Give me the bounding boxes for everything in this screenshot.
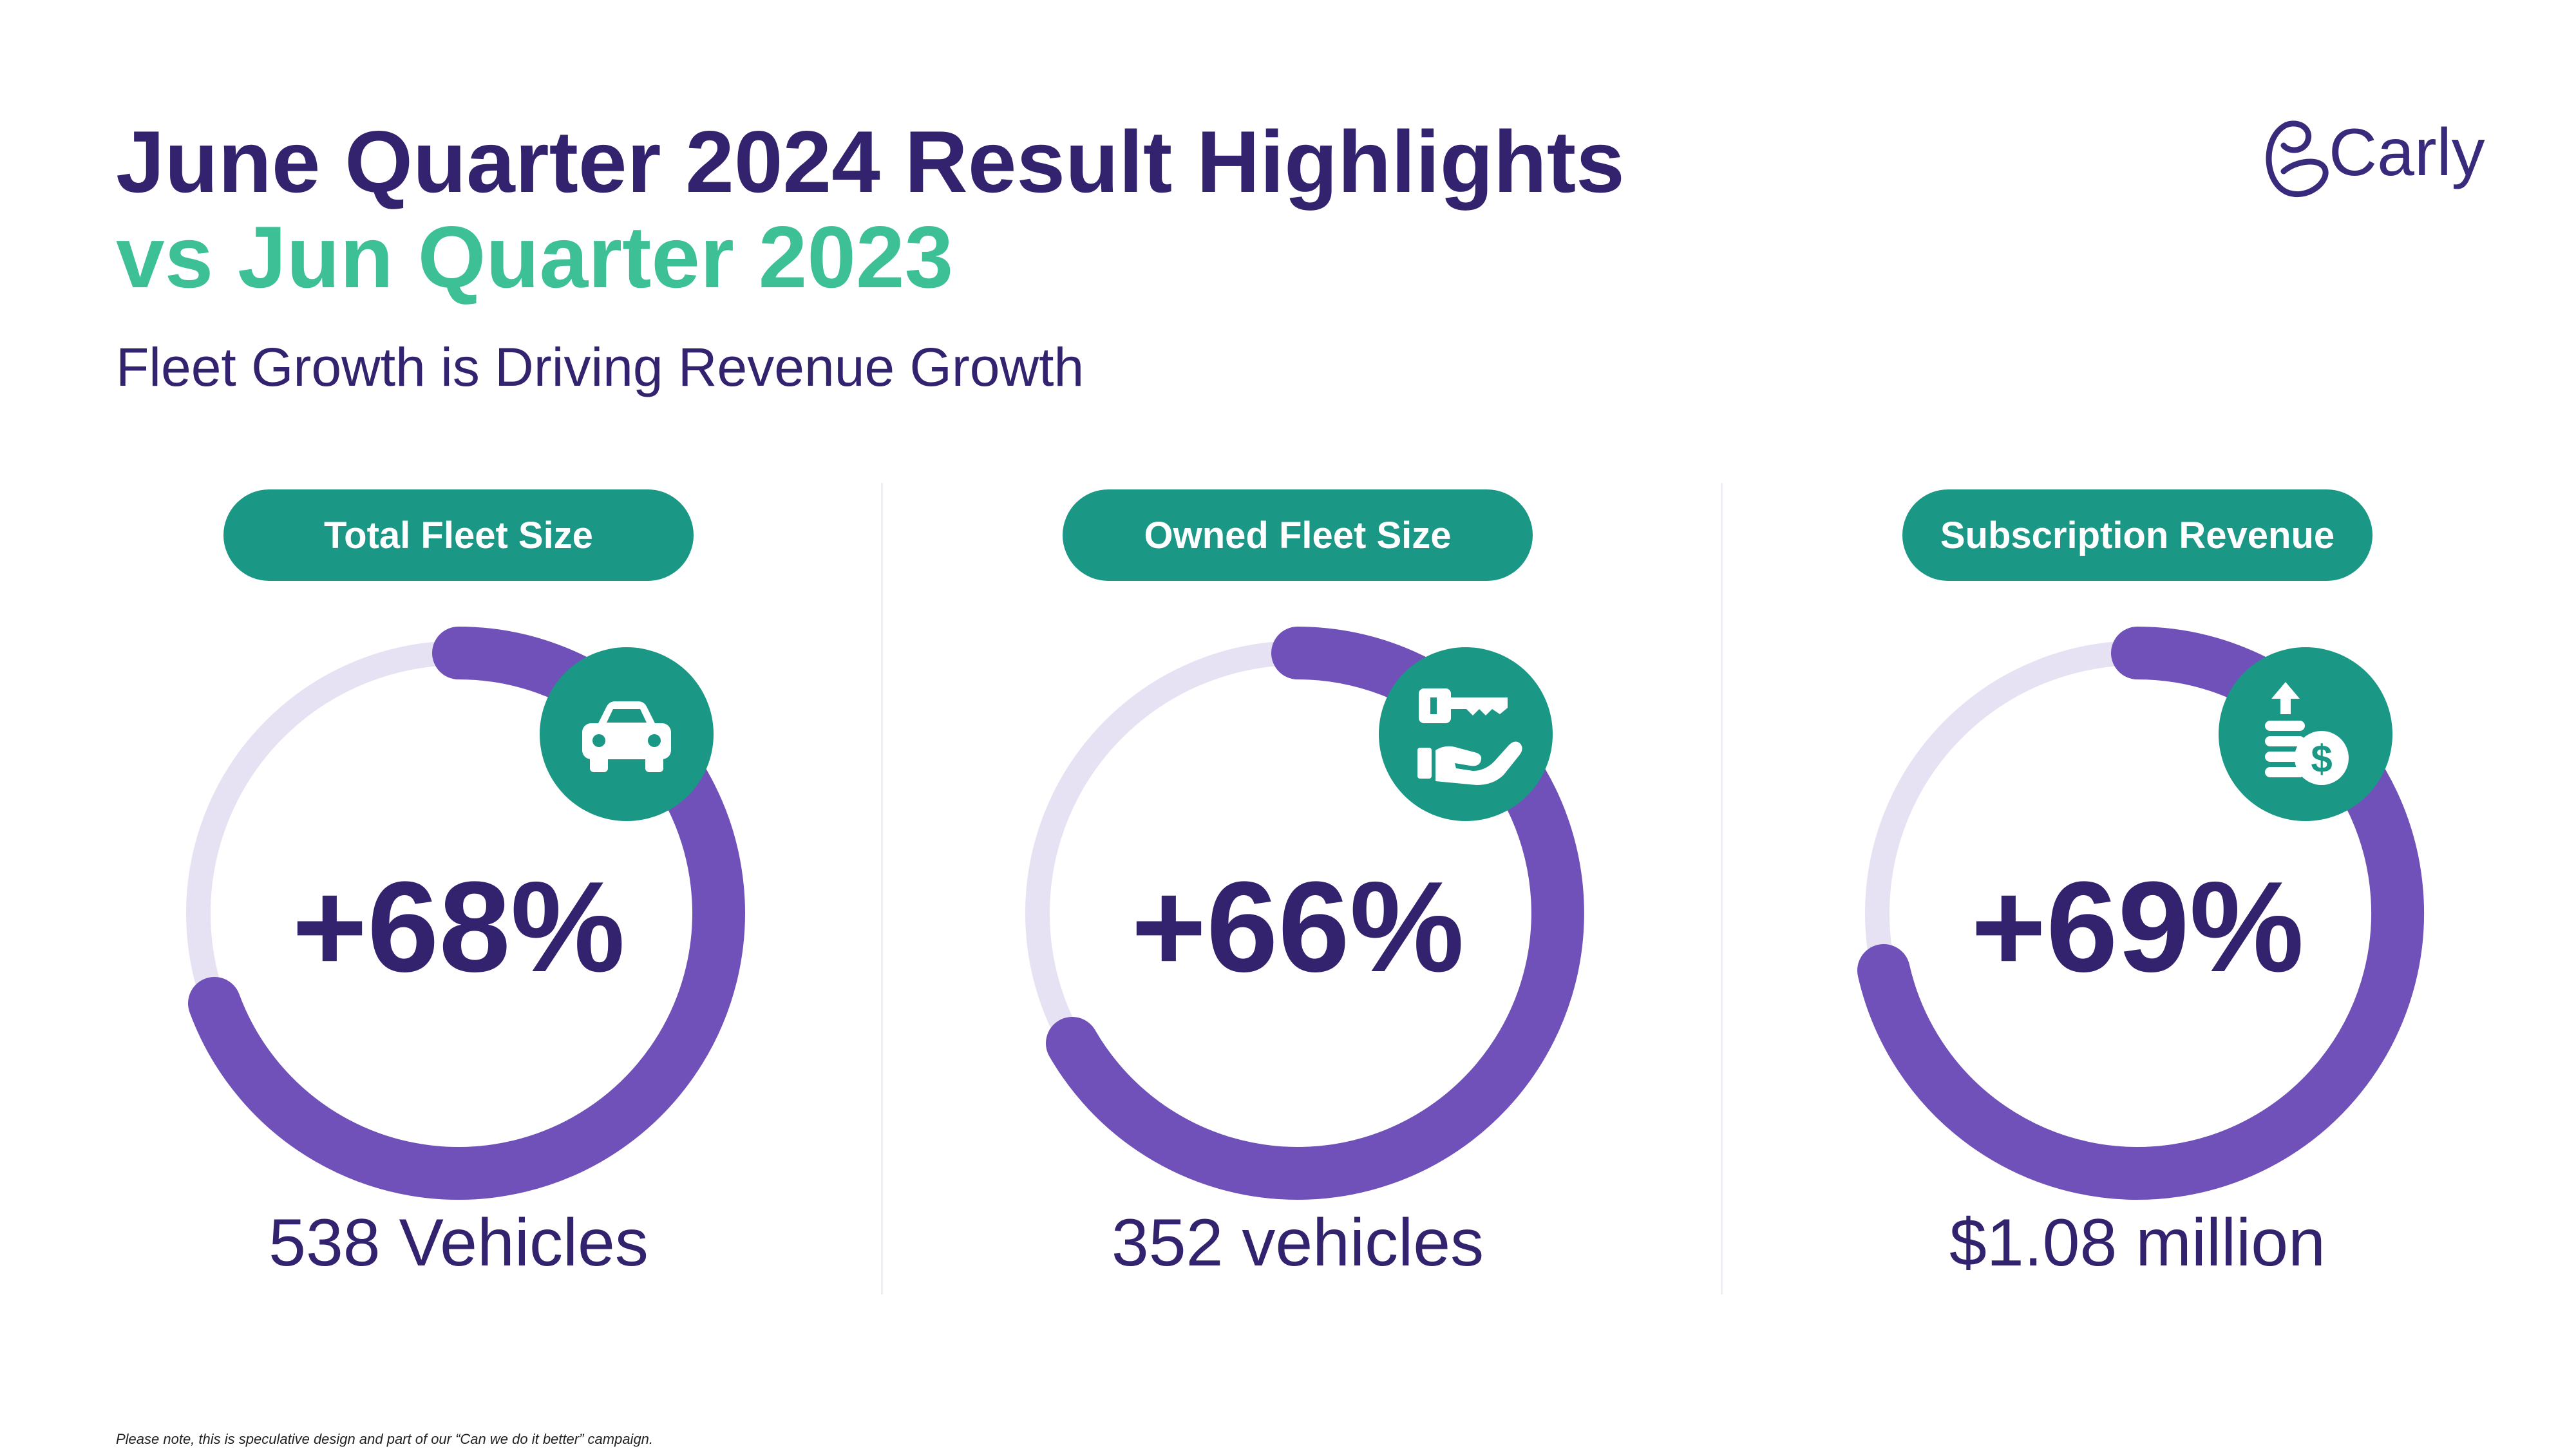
section-subtitle: Fleet Growth is Driving Revenue Growth: [116, 337, 1084, 397]
footnote: Please note, this is speculative design …: [116, 1431, 654, 1447]
column-divider: [881, 483, 883, 1294]
progress-ring: [186, 627, 745, 1200]
metric-icon-badge: [540, 647, 714, 821]
column-divider: [1721, 483, 1723, 1294]
metric-icon-badge: [1379, 647, 1553, 821]
comparison-subtitle: vs Jun Quarter 2023: [116, 208, 954, 306]
car-icon: [582, 701, 671, 772]
metric-card-total-fleet: Total Fleet Size +68% 538 Vehicles: [32, 489, 869, 1314]
metric-label-pill: Owned Fleet Size: [1063, 489, 1533, 581]
page-title: June Quarter 2024 Result Highlights: [116, 113, 1625, 211]
carly-logo-mark-icon: [2266, 120, 2329, 198]
key-hand-icon: [1417, 688, 1522, 785]
metric-value: $1.08 million: [1949, 1206, 2325, 1280]
progress-ring: [1857, 627, 2425, 1200]
metric-icon-badge: $: [2219, 647, 2392, 821]
brand-logo: Carly: [2260, 109, 2485, 206]
brand-name: Carly: [2329, 115, 2485, 190]
metric-change: +68%: [292, 855, 625, 999]
metric-value: 538 Vehicles: [269, 1206, 649, 1280]
metric-card-owned-fleet: Owned Fleet Size +66% 352 vehicles: [871, 489, 1709, 1314]
metric-label-pill: Subscription Revenue: [1902, 489, 2372, 581]
metric-change: +69%: [1971, 855, 2304, 999]
svg-text:$: $: [2311, 737, 2332, 781]
metric-label-pill: Total Fleet Size: [223, 489, 694, 581]
progress-ring: [1025, 627, 1584, 1200]
metric-value: 352 vehicles: [1111, 1206, 1484, 1280]
coins-dollar-up-icon: $: [2265, 682, 2349, 785]
metric-card-subscription-revenue: Subscription Revenue $ +69% $1.08 millio…: [1711, 489, 2548, 1314]
metric-change: +66%: [1131, 855, 1464, 999]
